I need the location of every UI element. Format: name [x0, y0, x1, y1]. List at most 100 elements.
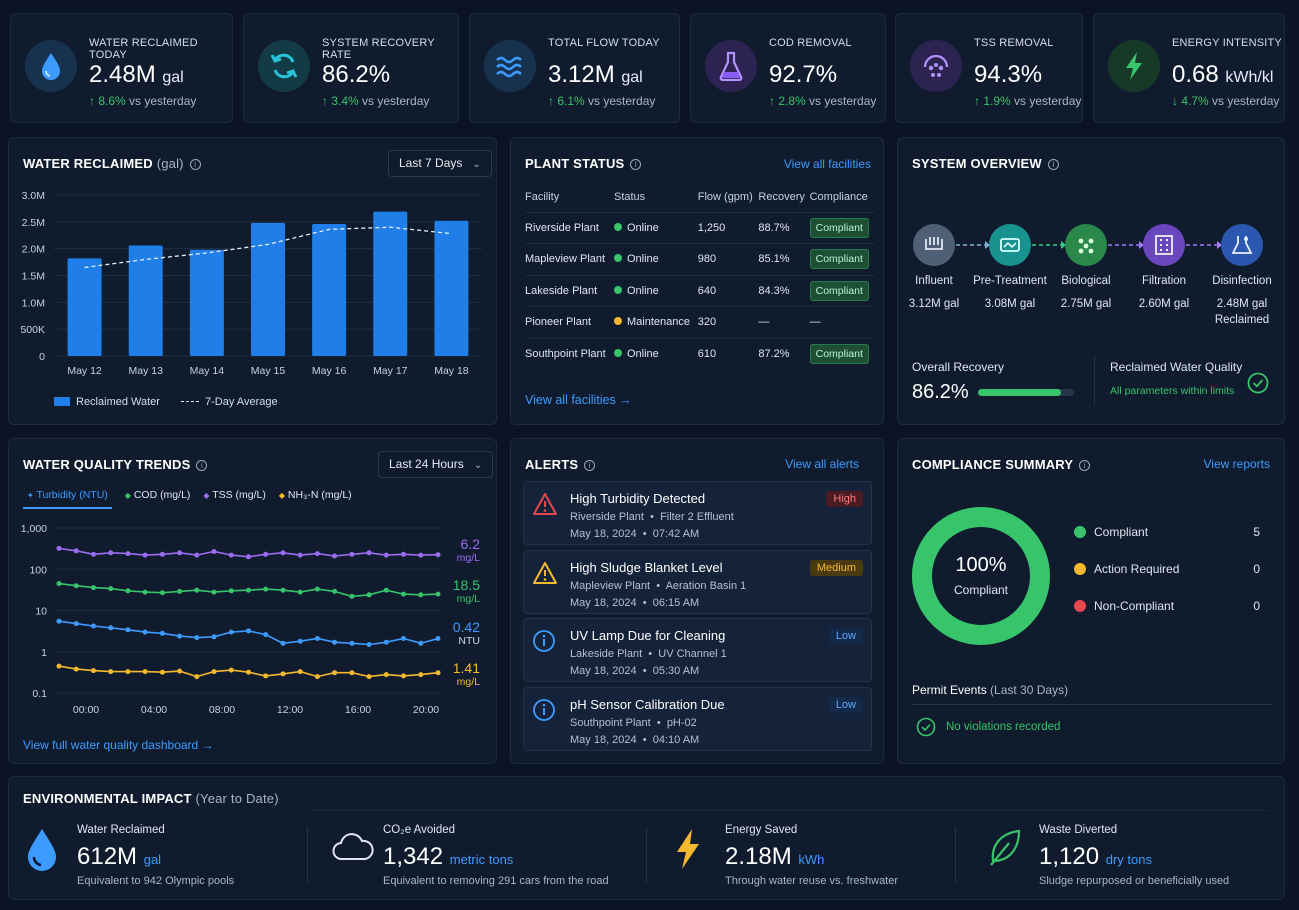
status-dot — [613, 254, 622, 263]
panel-title: COMPLIANCE SUMMARY i — [912, 457, 1091, 472]
kpi-tss-removal: TSS REMOVAL 94.3% ↑ 1.9% vs yesterday — [895, 13, 1083, 123]
info-icon[interactable]: i — [630, 159, 642, 170]
info-icon[interactable]: i — [189, 159, 201, 170]
donut-center-label: Compliant — [953, 583, 1009, 597]
info-icon[interactable]: i — [196, 460, 208, 471]
water-drop-icon — [25, 40, 77, 92]
kpi-change: ↑ 2.8% vs yesterday — [769, 94, 877, 108]
divider — [646, 827, 647, 883]
permit-events-title: Permit Events (Last 30 Days) — [912, 683, 1069, 697]
data-point — [177, 633, 183, 639]
env-sub: Through water reuse vs. freshwater — [725, 875, 899, 887]
env-sub: Equivalent to 942 Olympic pools — [77, 875, 235, 887]
table-row[interactable]: Mapleview Plant Online 980 85.1% Compliant — [525, 243, 875, 275]
alert-item[interactable]: High Sludge Blanket Level Mapleview Plant… — [523, 549, 872, 614]
series-line — [58, 547, 439, 558]
kpi-energy-intensity: ENERGY INTENSITY 0.68 kWh/kl ↓ 4.7% vs y… — [1093, 13, 1285, 123]
table-row[interactable]: Riverside Plant Online 1,250 88.7% Compliant — [525, 211, 875, 244]
data-point — [56, 545, 62, 551]
data-point — [349, 551, 355, 557]
data-point — [91, 668, 96, 674]
table-row[interactable]: Southpoint Plant Online 610 87.2% Compliant — [525, 337, 875, 370]
info-icon[interactable]: i — [1079, 460, 1091, 471]
alert-item[interactable]: pH Sensor Calibration Due Southpoint Plan… — [523, 686, 872, 751]
alert-location: Mapleview Plant • Aeration Basin 1 — [570, 579, 747, 592]
stage-pre-treatment[interactable]: Pre-Treatment 3.08M gal — [970, 275, 1050, 314]
stage-disinfection[interactable]: Disinfection 2.48M gal Reclaimed — [1202, 275, 1282, 326]
plant-status-table: Facility Status Flow (gpm) Recovery Comp… — [525, 182, 875, 370]
col-recovery: Recovery — [758, 190, 805, 203]
data-point — [91, 551, 96, 557]
overall-recovery-value: 86.2% — [912, 381, 969, 403]
x-tick-label: May 14 — [190, 365, 225, 377]
view-all-alerts-link[interactable]: View all alerts — [785, 457, 859, 471]
stage-influent[interactable]: Influent 3.12M gal — [894, 275, 974, 314]
bar-reclaimed — [434, 220, 469, 356]
stage-value: 2.60M gal — [1138, 298, 1190, 310]
alert-title: High Turbidity Detected — [570, 491, 706, 506]
view-all-facilities-link[interactable]: View all facilities — [783, 157, 871, 171]
x-tick-label: 12:00 — [277, 704, 303, 716]
donut-slice-compliant — [912, 507, 1050, 645]
data-point — [159, 590, 165, 596]
range-dropdown[interactable]: Last 7 Days ⌄ — [388, 150, 492, 177]
kpi-value: 2.48M gal — [89, 61, 184, 88]
stage-filtration[interactable]: Filtration 2.60M gal — [1124, 275, 1204, 314]
data-point — [314, 551, 320, 557]
panel-title: WATER QUALITY TRENDS i — [23, 457, 208, 472]
flow-cell: 1,250 — [697, 211, 759, 244]
legend-item: Action Required 0 — [1074, 562, 1260, 576]
kpi-change: ↑ 1.9% vs yesterday — [974, 94, 1082, 108]
alert-item[interactable]: High Turbidity Detected Riverside Plant •… — [523, 481, 872, 545]
tab-cod[interactable]: ◆ COD (mg/L) — [124, 489, 191, 501]
panel-title: ALERTS i — [525, 457, 596, 472]
flask-icon — [705, 40, 757, 92]
view-all-facilities-bottom-link[interactable]: View all facilities → — [525, 393, 632, 407]
table-row[interactable]: Pioneer Plant Maintenance 320— — — [525, 306, 875, 338]
data-point — [263, 586, 269, 592]
info-icon[interactable]: i — [1047, 159, 1059, 170]
data-point — [366, 592, 372, 598]
kpi-change: ↑ 8.6% vs yesterday — [89, 94, 197, 108]
tab-nh3n[interactable]: ◆ NH₃-N (mg/L) — [278, 489, 352, 501]
flow-cell: 610 — [697, 337, 759, 370]
env-value: 1,120 dry tons — [1039, 843, 1152, 870]
data-point — [314, 586, 320, 592]
env-label: Energy Saved — [725, 824, 798, 836]
arrow-right-icon: → — [201, 738, 214, 752]
severity-badge: Medium — [809, 559, 863, 576]
data-point — [159, 551, 165, 557]
data-point — [108, 669, 114, 675]
warning-triangle-icon — [532, 561, 557, 585]
tab-tss[interactable]: ◆ TSS (mg/L) — [203, 489, 266, 501]
alert-location: Lakeside Plant • UV Channel 1 — [570, 648, 727, 660]
recovery-cell: 87.2% — [758, 337, 810, 370]
kpi-label: TSS REMOVAL — [974, 37, 1054, 49]
tab-turbidity[interactable]: ✦ Turbidity (NTU) — [23, 489, 112, 509]
data-point — [332, 670, 338, 676]
view-water-quality-dashboard-link[interactable]: View full water quality dashboard → — [23, 738, 214, 752]
env-sub: Sludge repurposed or beneficially used — [1039, 875, 1230, 887]
col-facility: Facility — [525, 190, 560, 203]
x-tick-label: May 17 — [373, 365, 408, 377]
view-reports-link[interactable]: View reports — [1203, 457, 1270, 471]
data-point — [108, 625, 114, 631]
legend-count: 0 — [1253, 562, 1260, 576]
data-point — [56, 618, 62, 624]
chart-legend: Reclaimed Water 7-Day Average — [54, 396, 278, 408]
data-point — [349, 670, 355, 676]
recovery-cell: — — [758, 306, 810, 338]
compliance-text: — — [809, 316, 821, 329]
data-point — [366, 674, 372, 680]
table-row[interactable]: Lakeside Plant Online 640 84.3% Compliant — [525, 274, 875, 307]
kpi-label: COD REMOVAL — [769, 37, 852, 49]
stage-biological[interactable]: Biological 2.75M gal — [1046, 275, 1126, 314]
pretreatment-icon — [989, 224, 1031, 266]
latest-reading: 6.2 mg/L — [457, 536, 480, 564]
data-point — [142, 629, 148, 635]
info-icon[interactable]: i — [584, 460, 596, 471]
range-dropdown[interactable]: Last 24 Hours ⌄ — [378, 451, 494, 478]
alert-item[interactable]: UV Lamp Due for Cleaning Lakeside Plant •… — [523, 618, 872, 682]
flow-arrow — [985, 241, 990, 249]
compliance-badge: Compliant — [809, 280, 869, 301]
